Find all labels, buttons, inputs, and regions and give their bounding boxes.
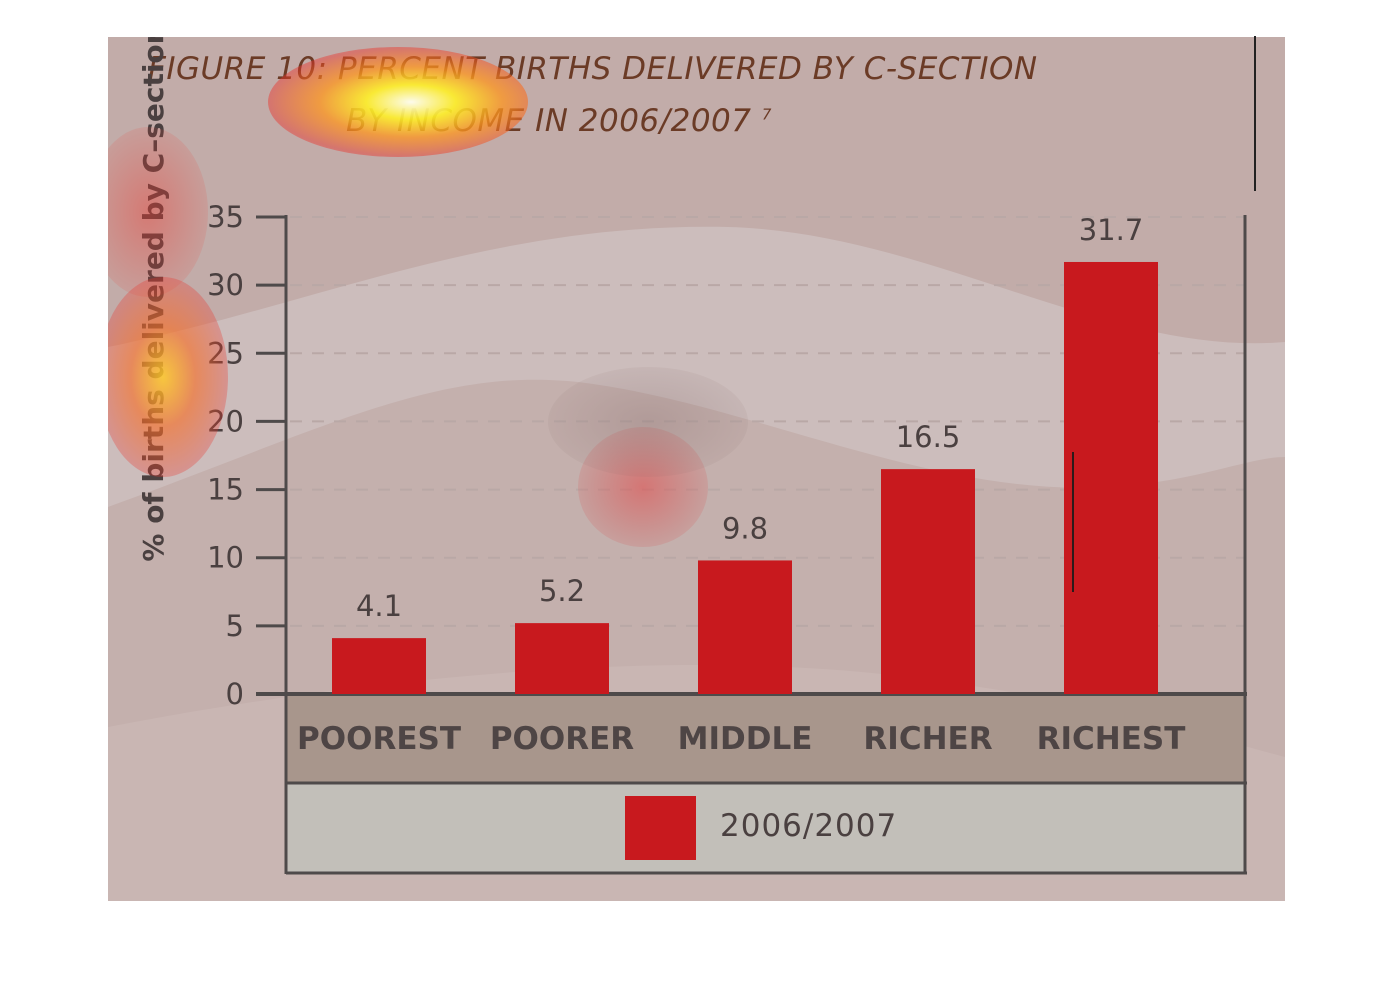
y-tick-label: 0 xyxy=(226,677,244,711)
category-label: RICHER xyxy=(863,721,992,757)
y-tick-label: 25 xyxy=(207,336,244,370)
y-tick-label: 35 xyxy=(207,200,244,234)
y-tick-label: 5 xyxy=(226,609,244,643)
bar-chart: 0 5 10 15 20 25 30 35 4.1 POOREST 5.2 POORER 9.8 MIDD… xyxy=(207,200,1247,875)
data-label: 4.1 xyxy=(356,589,402,623)
y-tick-label: 15 xyxy=(207,473,244,507)
data-label: 16.5 xyxy=(896,420,961,454)
legend-swatch xyxy=(625,796,696,860)
category-band xyxy=(286,694,1245,782)
category-label: RICHEST xyxy=(1037,721,1186,757)
y-tick-label: 30 xyxy=(207,268,244,302)
y-tick-label: 10 xyxy=(207,541,244,575)
category-label: MIDDLE xyxy=(678,721,813,757)
data-label: 9.8 xyxy=(722,511,768,545)
legend-label: 2006/2007 xyxy=(720,808,897,844)
chart-subtitle-note: 7 xyxy=(761,105,772,124)
bar-poorer xyxy=(515,623,609,694)
category-label: POORER xyxy=(490,721,634,757)
data-label: 5.2 xyxy=(539,574,585,608)
legend-band xyxy=(286,784,1245,872)
y-tick-label: 20 xyxy=(207,404,244,438)
edge-line xyxy=(1254,36,1256,191)
bar-richer xyxy=(881,469,975,694)
bar-richest xyxy=(1064,261,1158,694)
bar-poorest xyxy=(332,638,426,694)
chart-panel: FIGURE 10: PERCENT BIRTHS DELIVERED BY C… xyxy=(108,37,1285,901)
bar-middle xyxy=(698,560,792,694)
category-label: POOREST xyxy=(297,721,461,757)
data-label: 31.7 xyxy=(1079,213,1144,247)
